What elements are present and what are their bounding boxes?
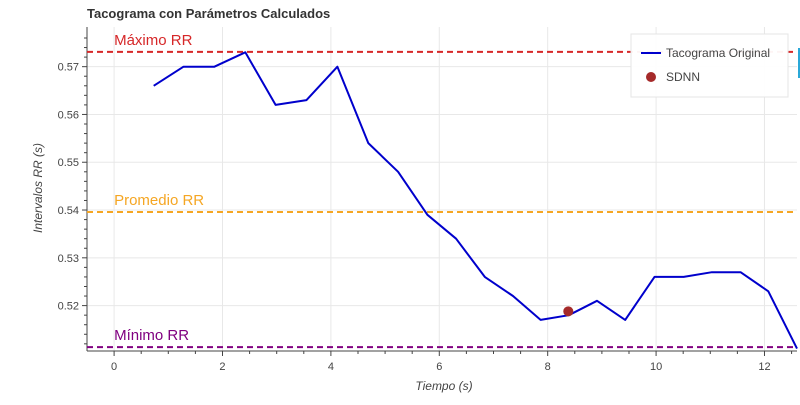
x-tick-label: 6	[436, 361, 442, 373]
y-axis-label: Intervalos RR (s)	[31, 143, 45, 233]
y-tick-label: 0.53	[58, 253, 79, 265]
x-tick-label: 4	[328, 361, 334, 373]
point-layer	[563, 306, 573, 316]
legend[interactable]: Tacograma Original SDNN	[631, 34, 788, 97]
y-tick-label: 0.57	[58, 62, 79, 74]
x-axis-label: Tiempo (s)	[415, 379, 472, 393]
sdnn-point	[563, 306, 573, 316]
x-tick-label: 8	[545, 361, 551, 373]
legend-label-sdnn: SDNN	[666, 70, 700, 84]
x-tick-label: 0	[111, 361, 117, 373]
y-tick-label: 0.52	[58, 301, 79, 313]
minimo-rr-label: Mínimo RR	[114, 327, 189, 344]
maximo-rr-label: Máximo RR	[114, 32, 193, 49]
y-tick-label: 0.54	[58, 205, 79, 217]
x-tick-label: 12	[758, 361, 770, 373]
promedio-rr-label: Promedio RR	[114, 192, 204, 209]
legend-box	[631, 34, 788, 97]
chart-title: Tacograma con Parámetros Calculados	[87, 6, 330, 21]
y-tick-label: 0.56	[58, 109, 79, 121]
legend-point-swatch	[646, 72, 656, 82]
y-tick-label: 0.55	[58, 157, 79, 169]
legend-label-tacograma: Tacograma Original	[666, 46, 770, 60]
x-tick-label: 2	[219, 361, 225, 373]
x-tick-label: 10	[650, 361, 662, 373]
